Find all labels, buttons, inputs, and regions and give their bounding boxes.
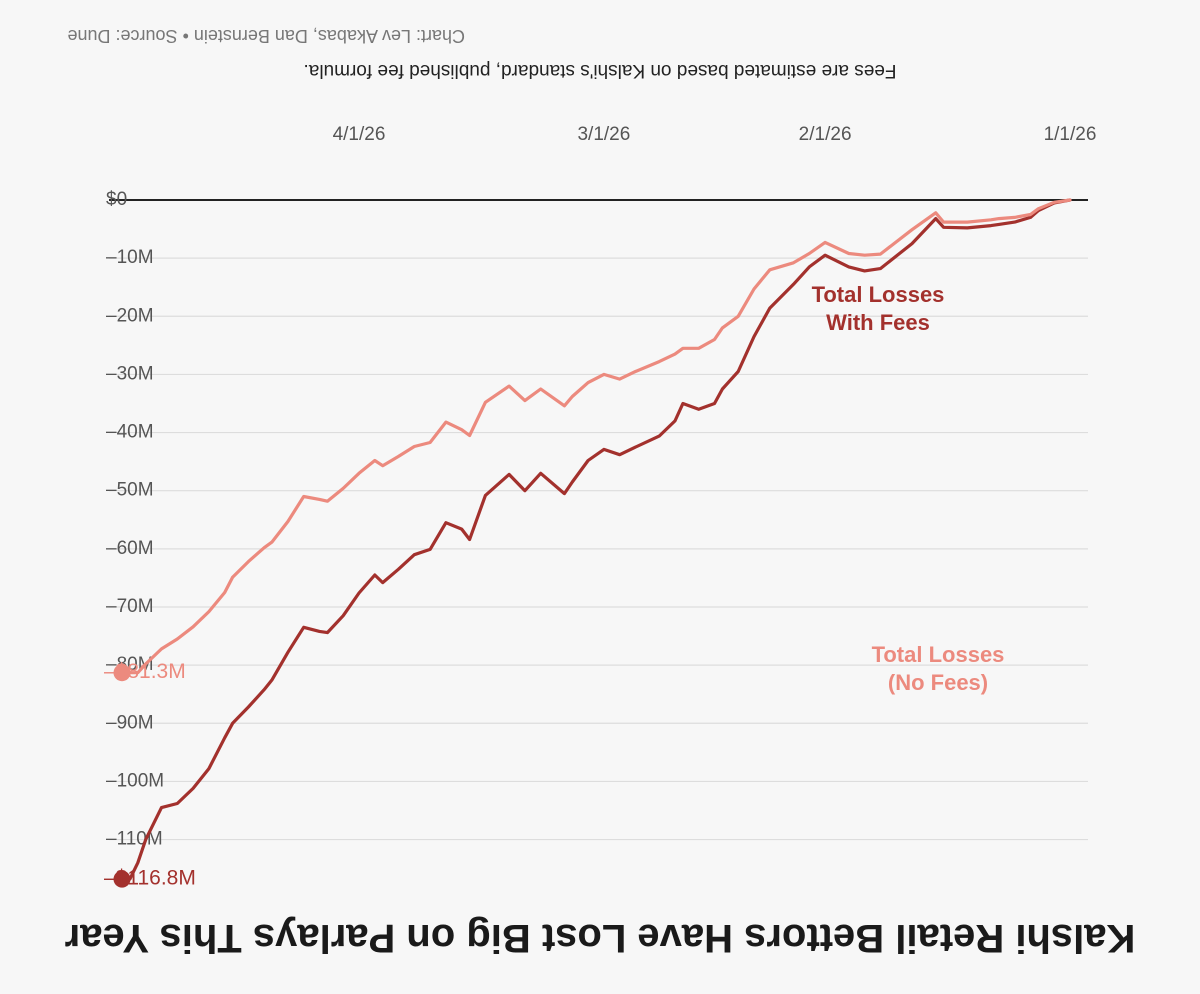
with_fees-series-line bbox=[120, 198, 1072, 881]
y-tick-label: –30M bbox=[106, 363, 154, 384]
no_fees-end-label: –$81.3M bbox=[104, 660, 186, 683]
with_fees-end-point bbox=[113, 870, 131, 888]
y-tick-label: $0 bbox=[106, 189, 127, 210]
grid-lines bbox=[109, 199, 1088, 841]
y-tick-label: –10M bbox=[106, 247, 154, 268]
x-tick-label: 3/1/26 bbox=[577, 124, 630, 145]
no_fees-end-point bbox=[113, 664, 131, 682]
with_fees-end-label: –$116.8M bbox=[104, 867, 196, 890]
with_fees-series-label: Total Losses With Fees bbox=[812, 282, 945, 335]
chart-note: Fees are estimated based on Kalshi's sta… bbox=[303, 60, 897, 81]
x-tick-label: 2/1/26 bbox=[799, 124, 852, 145]
y-tick-label: –110M bbox=[106, 829, 163, 850]
y-tick-label: –50M bbox=[106, 480, 154, 501]
no_fees-series-line bbox=[120, 198, 1072, 675]
x-tick-label: 1/1/26 bbox=[1044, 124, 1097, 145]
x-tick-label: 4/1/26 bbox=[333, 124, 386, 145]
with_fees-series-label-line: Total Losses bbox=[812, 282, 945, 307]
no_fees-series-label-line: Total Losses bbox=[872, 642, 1005, 667]
y-tick-label: –20M bbox=[106, 305, 154, 326]
y-axis-ticks: $0–10M–20M–30M–40M–50M–60M–70M–80M–90M–1… bbox=[106, 189, 164, 850]
chart-credit: Chart: Lev Akabas, Dan Bernstein • Sourc… bbox=[67, 26, 465, 46]
y-tick-label: –60M bbox=[106, 538, 154, 559]
no_fees-series-label: Total Losses (No Fees) bbox=[872, 642, 1005, 695]
y-tick-label: –70M bbox=[106, 596, 154, 617]
series-lines bbox=[113, 198, 1072, 888]
y-tick-label: –40M bbox=[106, 422, 154, 443]
no_fees-series-label-line: (No Fees) bbox=[888, 670, 988, 695]
y-tick-label: –100M bbox=[106, 770, 164, 791]
y-tick-label: –90M bbox=[106, 712, 154, 733]
x-axis-ticks: 1/1/26 2/1/26 3/1/26 4/1/26 bbox=[333, 124, 1097, 145]
with_fees-series-label-line: With Fees bbox=[826, 310, 930, 335]
